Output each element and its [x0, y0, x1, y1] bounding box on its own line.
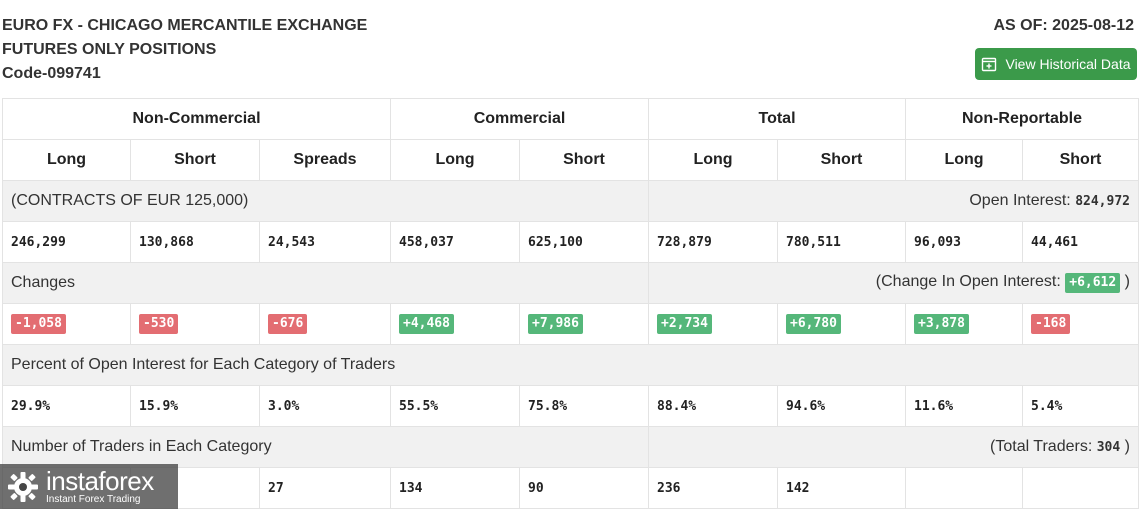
change-badge: +3,878 [914, 314, 969, 334]
traders-row: 27 134 90 236 142 [2, 467, 1139, 509]
change-badge: -530 [139, 314, 179, 334]
subheader-cell: Spreads [259, 139, 391, 181]
group-non-commercial: Non-Commercial [2, 98, 391, 140]
total-traders-cell: (Total Traders: 304 ) [648, 426, 1139, 468]
percent-value: 3.0% [259, 385, 391, 427]
instaforex-watermark: instaforex Instant Forex Trading [0, 464, 178, 509]
traders-band-row: Number of Traders in Each Category (Tota… [2, 426, 1139, 468]
traders-value: 27 [259, 467, 391, 509]
subheader-cell: Short [130, 139, 260, 181]
subheader-cell: Short [519, 139, 649, 181]
position-value: 458,037 [390, 221, 520, 263]
change-open-interest-label: (Change In Open Interest: [875, 273, 1061, 290]
group-commercial: Commercial [390, 98, 649, 140]
traders-value [1022, 467, 1139, 509]
cot-positions-table: Non-Commercial Commercial Total Non-Repo… [2, 98, 1139, 509]
changes-label: Changes [2, 262, 649, 304]
change-open-interest-cell: (Change In Open Interest: +6,612 ) [648, 262, 1139, 304]
changes-row: -1,058 -530 -676 +4,468 +7,986 +2,734 +6… [2, 303, 1139, 345]
traders-value: 236 [648, 467, 778, 509]
instaforex-logo-icon [8, 471, 38, 502]
report-subtitle: FUTURES ONLY POSITIONS [2, 41, 217, 58]
position-value: 246,299 [2, 221, 131, 263]
position-value: 24,543 [259, 221, 391, 263]
traders-value: 142 [777, 467, 906, 509]
percent-value: 75.8% [519, 385, 649, 427]
positions-row: 246,299 130,868 24,543 458,037 625,100 7… [2, 221, 1139, 263]
traders-value: 90 [519, 467, 649, 509]
change-badge: -168 [1031, 314, 1071, 334]
subheader-cell: Long [648, 139, 778, 181]
traders-value: 134 [390, 467, 520, 509]
open-interest-value: 824,972 [1075, 194, 1130, 209]
subheader-cell: Long [905, 139, 1023, 181]
position-value: 44,461 [1022, 221, 1139, 263]
calendar-plus-icon [982, 57, 997, 72]
change-open-interest-close: ) [1124, 273, 1130, 290]
position-value: 96,093 [905, 221, 1023, 263]
subheader-cell: Long [390, 139, 520, 181]
change-badge: -1,058 [11, 314, 66, 334]
percent-value: 29.9% [2, 385, 131, 427]
as-of-date: AS OF: 2025-08-12 [993, 17, 1134, 34]
total-traders-label: (Total Traders: [990, 438, 1093, 455]
percent-band-row: Percent of Open Interest for Each Catego… [2, 344, 1139, 386]
percent-value: 88.4% [648, 385, 778, 427]
watermark-tagline: Instant Forex Trading [46, 493, 141, 505]
total-traders-value: 304 [1096, 440, 1121, 455]
view-historical-data-label: View Historical Data [1005, 56, 1131, 72]
position-value: 728,879 [648, 221, 778, 263]
total-traders-close: ) [1124, 438, 1130, 455]
view-historical-data-button[interactable]: View Historical Data [975, 48, 1137, 80]
percent-value: 15.9% [130, 385, 260, 427]
position-value: 625,100 [519, 221, 649, 263]
position-value: 780,511 [777, 221, 906, 263]
traders-label: Number of Traders in Each Category [2, 426, 649, 468]
subheader-row: Long Short Spreads Long Short Long Short… [2, 139, 1139, 181]
open-interest-cell: Open Interest: 824,972 [648, 180, 1139, 222]
percent-label: Percent of Open Interest for Each Catego… [2, 344, 1139, 386]
open-interest-label: Open Interest: [969, 192, 1071, 209]
group-total: Total [648, 98, 906, 140]
percent-value: 11.6% [905, 385, 1023, 427]
report-header: EURO FX - CHICAGO MERCANTILE EXCHANGE FU… [2, 14, 367, 86]
subheader-cell: Long [2, 139, 131, 181]
report-code: Code-099741 [2, 65, 101, 82]
report-title: EURO FX - CHICAGO MERCANTILE EXCHANGE [2, 17, 368, 34]
group-non-reportable: Non-Reportable [905, 98, 1139, 140]
change-badge: +4,468 [399, 314, 454, 334]
contracts-label: (CONTRACTS OF EUR 125,000) [2, 180, 649, 222]
percent-value: 55.5% [390, 385, 520, 427]
subheader-cell: Short [777, 139, 906, 181]
as-of-block: AS OF: 2025-08-12 [993, 14, 1134, 38]
change-badge: +6,780 [786, 314, 841, 334]
percent-value: 94.6% [777, 385, 906, 427]
change-open-interest-value: +6,612 [1065, 273, 1121, 293]
subheader-cell: Short [1022, 139, 1139, 181]
traders-value [905, 467, 1023, 509]
watermark-brand: instaforex [46, 465, 154, 496]
contracts-band-row: (CONTRACTS OF EUR 125,000) Open Interest… [2, 180, 1139, 222]
position-value: 130,868 [130, 221, 260, 263]
change-badge: +2,734 [657, 314, 712, 334]
change-badge: -676 [268, 314, 308, 334]
change-badge: +7,986 [528, 314, 583, 334]
percent-row: 29.9% 15.9% 3.0% 55.5% 75.8% 88.4% 94.6%… [2, 385, 1139, 427]
percent-value: 5.4% [1022, 385, 1139, 427]
changes-band-row: Changes (Change In Open Interest: +6,612… [2, 262, 1139, 304]
group-header-row: Non-Commercial Commercial Total Non-Repo… [2, 98, 1139, 140]
